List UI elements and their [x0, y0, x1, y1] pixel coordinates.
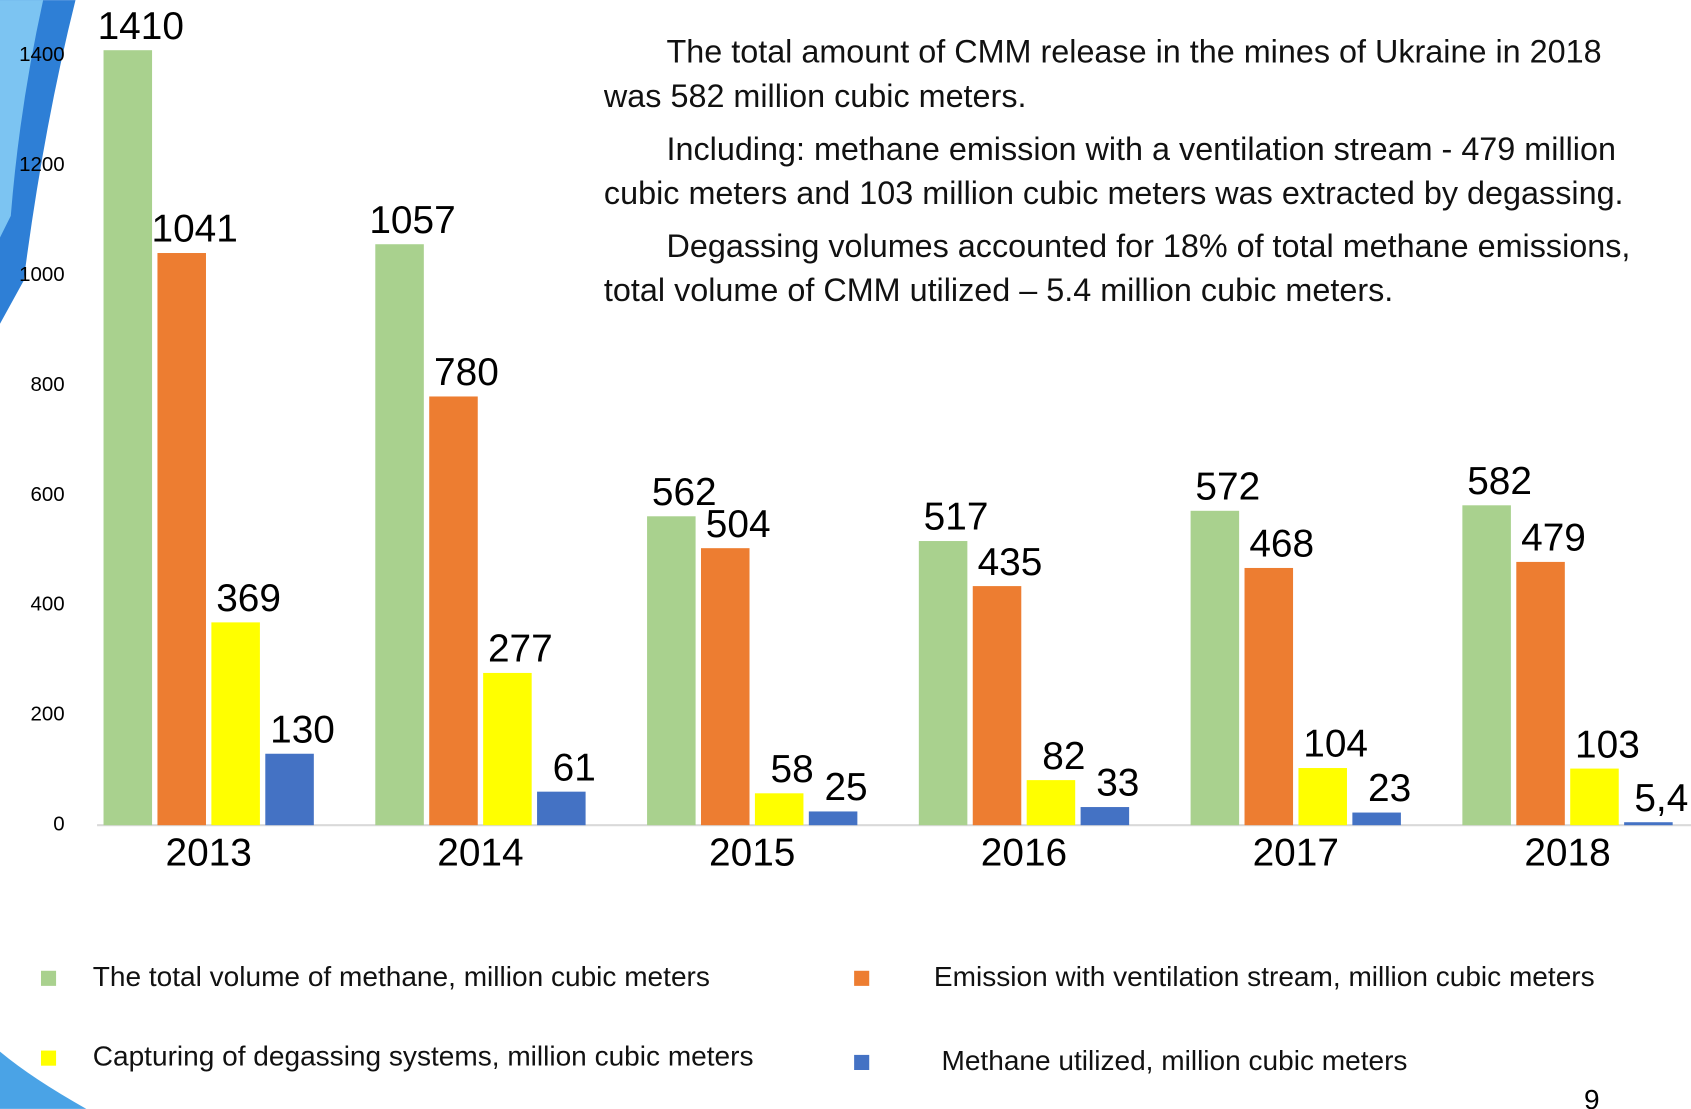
data-label: 1410 [98, 5, 184, 48]
bar [1516, 561, 1565, 826]
data-label: 23 [1368, 767, 1411, 810]
data-label: 504 [706, 503, 771, 546]
data-label: 104 [1303, 723, 1368, 766]
decoration [0, 0, 44, 238]
data-label: 130 [270, 708, 335, 751]
data-label: 103 [1575, 723, 1640, 766]
data-label: 277 [488, 628, 553, 671]
x-tick-label: 2016 [981, 832, 1067, 875]
bar [918, 541, 968, 826]
legend-entry: Emission with ventilation stream, millio… [933, 959, 1595, 993]
y-tick-label: 1000 [19, 263, 65, 286]
data-label: 562 [652, 471, 717, 514]
data-label: 25 [824, 766, 867, 809]
legend-label: Capturing of degassing systems, million … [92, 1039, 754, 1073]
data-label: 517 [924, 496, 989, 539]
data-label: 82 [1042, 735, 1085, 778]
data-label: 780 [434, 351, 499, 394]
legend-label: Emission with ventilation stream, millio… [933, 959, 1595, 993]
bar [1624, 822, 1673, 826]
legend-marker [854, 1054, 870, 1070]
data-label: 479 [1521, 517, 1586, 560]
data-label: 468 [1249, 523, 1314, 566]
legend-marker [40, 1050, 57, 1066]
data-label: 582 [1467, 460, 1532, 503]
data-label: 5,4 [1634, 777, 1688, 820]
bar [1570, 768, 1619, 826]
bar [972, 586, 1022, 826]
bar [157, 253, 206, 826]
legend-entry: Methane utilized, million cubic meters [941, 1044, 1408, 1077]
bar [1298, 768, 1347, 826]
page-number: 9 [1584, 1084, 1600, 1109]
data-label: 58 [771, 748, 814, 791]
decoration [0, 1051, 87, 1109]
y-tick-label: 800 [31, 373, 65, 396]
bar [265, 753, 314, 826]
annotation-box: The total amount of CMM release in the m… [604, 30, 1666, 313]
bar [1080, 807, 1130, 826]
bar [483, 672, 532, 826]
y-tick-label: 600 [31, 483, 65, 506]
bar [754, 793, 804, 826]
bar [647, 516, 696, 826]
y-tick-label: 400 [31, 593, 65, 616]
x-tick-label: 2015 [709, 832, 795, 875]
bar [375, 244, 424, 826]
bar [700, 548, 750, 826]
data-label: 369 [216, 577, 281, 620]
bar [1244, 567, 1294, 826]
bar [808, 811, 858, 826]
data-label: 33 [1096, 762, 1139, 805]
data-label: 435 [978, 541, 1043, 584]
bar [429, 396, 478, 826]
x-tick-label: 2018 [1524, 832, 1610, 875]
legend-marker [854, 970, 870, 986]
x-tick-label: 2014 [437, 832, 523, 875]
y-tick-label: 200 [31, 703, 65, 726]
bar [1352, 812, 1401, 826]
annotations: The total amount of CMM release in the m… [604, 30, 1666, 313]
bar [1026, 780, 1076, 826]
legend-label: The total volume of methane, million cub… [92, 959, 710, 993]
bar [103, 50, 153, 826]
data-label: 1057 [369, 199, 455, 242]
data-label: 1041 [151, 208, 237, 251]
annotation: Including: methane emission with a venti… [603, 131, 1624, 212]
y-tick-label: 1200 [19, 153, 65, 176]
bar [1462, 505, 1511, 826]
annotation: The total amount of CMM release in the m… [603, 34, 1602, 115]
legend-entry: Capturing of degassing systems, million … [92, 1039, 754, 1073]
x-tick-label: 2013 [166, 832, 252, 875]
data-label: 572 [1195, 465, 1260, 508]
data-label: 61 [553, 746, 596, 789]
legend-marker [40, 970, 57, 986]
legend-entry: The total volume of methane, million cub… [92, 959, 710, 993]
legend-label: Methane utilized, million cubic meters [941, 1044, 1408, 1077]
annotation: Degassing volumes accounted for 18% of t… [603, 228, 1631, 309]
y-tick-label: 0 [53, 813, 64, 836]
bar [537, 791, 586, 826]
bar [211, 622, 260, 826]
x-tick-label: 2017 [1253, 832, 1339, 875]
bar [1190, 510, 1240, 826]
y-tick-label: 1400 [19, 43, 65, 66]
